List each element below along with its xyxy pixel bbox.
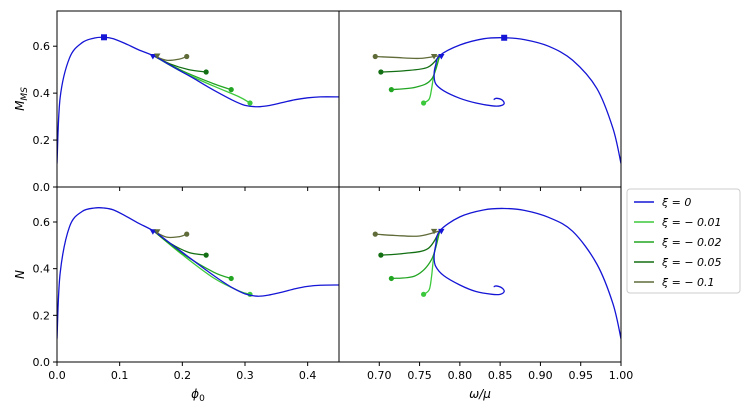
legend-box (626, 188, 741, 294)
endpoint-marker-xi_m0p1 (184, 53, 190, 60)
plot-area (372, 34, 621, 164)
endpoint-marker-xi_m0p1 (372, 231, 378, 237)
axes-frame (56, 186, 340, 363)
x-tick-label: 1.00 (609, 369, 634, 382)
triangle-marker (430, 54, 438, 60)
x-tick-label: 0.2 (174, 369, 192, 382)
label-main: ϕ (191, 387, 199, 401)
series-line-xi_0 (57, 207, 339, 339)
y-tick-label: 0.0 (33, 181, 51, 194)
axes-frame (338, 186, 622, 363)
series-line-xi_m0p02 (153, 55, 232, 91)
x-tick-label: 0.1 (111, 369, 129, 382)
x-tick-label: 0.70 (367, 369, 392, 382)
x-tick-label: 0.0 (48, 369, 66, 382)
endpoint-marker-xi_m0p1 (372, 53, 378, 60)
triangle-marker (154, 53, 161, 60)
plot-area (372, 207, 621, 339)
label-main: M (13, 100, 27, 111)
endpoint-marker-xi_m0p1 (184, 231, 190, 237)
series-line-xi_0 (57, 36, 339, 164)
y-axis-label-N: N (13, 270, 27, 279)
y-tick-label: 0.4 (33, 87, 51, 100)
x-tick-label: 0.95 (568, 369, 593, 382)
y-tick-label: 0.2 (33, 309, 51, 322)
triangle-marker (149, 229, 157, 235)
y-tick-label: 0.2 (33, 134, 51, 147)
x-tick-label: 0.3 (236, 369, 254, 382)
panel-top-right (338, 10, 622, 191)
y-axis-label-M: MMS (13, 87, 30, 111)
series-line-xi_m0p05 (380, 55, 441, 73)
endpoint-marker-xi_m0p01 (421, 291, 427, 297)
panel-bottom-right: 0.70 0.75 0.80 0.85 0.90 0.95 1.00 (338, 186, 634, 382)
series-line-xi_m0p05 (380, 230, 441, 256)
label-subscript: MS (20, 87, 30, 101)
y-tick-label: 0.6 (33, 216, 51, 229)
series-line-xi_m0p01 (153, 230, 251, 295)
legend-label-xi_m0p1: ξ = − 0.1 (661, 276, 715, 289)
endpoint-marker-xi_m0p01 (247, 100, 253, 106)
legend-label-xi_m0p01: ξ = − 0.01 (661, 216, 722, 229)
endpoint-marker-xi_m0p05 (203, 252, 209, 258)
legend-label-xi_m0p02: ξ = − 0.02 (661, 236, 722, 249)
plot-area (57, 207, 339, 339)
square-marker (101, 34, 107, 41)
endpoint-marker-xi_m0p02 (388, 87, 394, 93)
legend-label-xi_0: ξ = 0 (661, 196, 691, 209)
triangle-marker (149, 54, 157, 60)
series-line-xi_m0p02 (391, 230, 441, 280)
x-axis-label-omega: ω/μ (469, 387, 491, 401)
series-line-xi_m0p1 (153, 230, 187, 239)
x-tick-label: 0.80 (448, 369, 473, 382)
series-line-xi_m0p1 (153, 55, 187, 62)
label-subscript: 0 (199, 394, 205, 404)
x-tick-label: 0.90 (528, 369, 553, 382)
x-axis-label-phi0: ϕ0 (191, 387, 205, 404)
series-line-xi_m0p1 (375, 230, 440, 237)
y-tick-label: 0.6 (33, 40, 51, 53)
triangle-marker (154, 229, 161, 235)
endpoint-marker-xi_m0p01 (421, 100, 427, 106)
y-tick-label: 0.0 (33, 356, 51, 369)
series-line-xi_0 (433, 37, 621, 164)
series-line-xi_m0p02 (153, 230, 232, 280)
endpoint-marker-xi_m0p05 (203, 69, 209, 75)
triangle-marker (438, 54, 445, 60)
panel-top-left: 0.0 0.2 0.4 0.6 (33, 10, 340, 194)
legend: ξ = 0 ξ = − 0.01 ξ = − 0.02 ξ = − 0.05 ξ = −… (626, 188, 741, 294)
x-tick-label: 0.85 (488, 369, 513, 382)
y-tick-label: 0.4 (33, 263, 51, 276)
series-line-xi_m0p1 (375, 54, 440, 60)
legend-label-xi_m0p05: ξ = − 0.05 (661, 256, 722, 269)
endpoint-marker-xi_m0p05 (378, 252, 384, 258)
series-line-xi_0 (433, 207, 621, 339)
plot-area (57, 34, 339, 164)
x-tick-label: 0.4 (299, 369, 317, 382)
endpoint-marker-xi_m0p02 (228, 87, 234, 93)
triangle-marker (430, 228, 438, 235)
panel-bottom-left: 0.0 0.2 0.4 0.6 0.0 0.1 0.2 0.3 0.4 (33, 186, 340, 382)
x-tick-label: 0.75 (407, 369, 432, 382)
endpoint-marker-xi_m0p05 (378, 69, 384, 75)
square-marker (501, 34, 508, 41)
endpoint-marker-xi_m0p02 (388, 275, 394, 282)
triangle-marker (438, 228, 445, 235)
series-line-xi_m0p02 (391, 55, 441, 91)
axes-frame (338, 10, 622, 188)
endpoint-marker-xi_m0p02 (228, 275, 234, 282)
